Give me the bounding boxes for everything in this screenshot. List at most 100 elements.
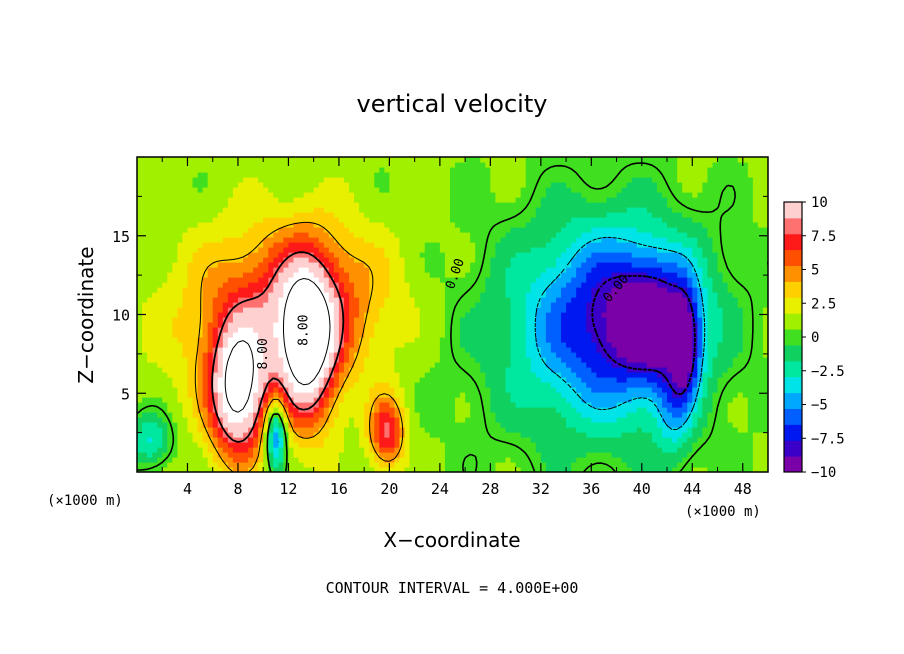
heat-cell <box>253 367 259 373</box>
heat-cell <box>682 372 688 378</box>
heat-cell <box>566 437 572 443</box>
heat-cell <box>283 397 290 403</box>
heat-cell <box>712 347 719 353</box>
heat-cell <box>646 417 653 423</box>
heat-cell <box>692 442 698 448</box>
heat-cell <box>248 272 254 278</box>
heat-cell <box>480 272 486 278</box>
heat-cell <box>293 372 300 378</box>
heat-cell <box>349 412 355 418</box>
heat-cell <box>555 397 562 403</box>
heat-cell <box>742 432 749 438</box>
heat-cell <box>318 332 325 338</box>
heat-cell <box>359 417 365 423</box>
heat-cell <box>651 447 658 453</box>
heat-cell <box>490 297 497 303</box>
heat-cell <box>586 282 592 288</box>
heat-cell <box>762 417 768 423</box>
heat-cell <box>510 382 517 388</box>
heat-cell <box>480 372 486 378</box>
heat-cell <box>379 357 385 363</box>
heat-cell <box>752 327 759 333</box>
heat-cell <box>687 292 693 298</box>
heat-cell <box>409 427 416 433</box>
heat-cell <box>419 342 426 348</box>
heat-cell <box>596 397 603 403</box>
heat-cell <box>505 407 512 413</box>
heat-cell <box>641 462 648 468</box>
heat-cell <box>581 287 587 293</box>
heat-cell <box>147 322 153 328</box>
heat-cell <box>323 282 330 288</box>
heat-cell <box>460 327 466 333</box>
heat-cell <box>687 352 693 358</box>
heat-cell <box>495 367 502 373</box>
heat-cell <box>152 422 158 428</box>
heat-cell <box>757 282 764 288</box>
heat-cell <box>349 417 355 423</box>
heat-cell <box>732 317 739 323</box>
heat-cell <box>762 297 768 303</box>
heat-cell <box>520 427 527 433</box>
heat-cell <box>268 352 274 358</box>
heat-cell <box>571 312 577 318</box>
heat-cell <box>586 437 592 443</box>
heat-cell <box>384 327 390 333</box>
heat-cell <box>545 297 552 303</box>
heat-cell <box>697 422 703 428</box>
heat-cell <box>232 312 239 318</box>
heat-cell <box>343 427 350 433</box>
heat-cell <box>328 332 335 338</box>
heat-cell <box>470 287 476 293</box>
heat-cell <box>505 312 512 318</box>
heat-cell <box>142 277 148 283</box>
heat-cell <box>399 327 406 333</box>
heat-cell <box>757 442 764 448</box>
heat-cell <box>283 292 290 298</box>
heat-cell <box>616 392 623 398</box>
heat-cell <box>369 457 375 463</box>
heat-cell <box>424 447 431 453</box>
heat-cell <box>641 312 648 318</box>
heat-cell <box>444 277 451 283</box>
heat-cell <box>465 277 471 283</box>
heat-cell <box>581 347 587 353</box>
heat-cell <box>147 272 153 278</box>
heat-cell <box>490 417 497 423</box>
heat-cell <box>338 367 345 373</box>
heat-cell <box>384 317 390 323</box>
heat-cell <box>586 327 592 333</box>
heat-cell <box>707 437 714 443</box>
heat-cell <box>601 372 608 378</box>
heat-cell <box>207 432 214 438</box>
heat-cell <box>581 312 587 318</box>
heat-cell <box>495 327 502 333</box>
heat-cell <box>712 277 719 283</box>
heat-cell <box>232 447 239 453</box>
heat-cell <box>752 367 759 373</box>
heat-cell <box>248 362 254 368</box>
heat-cell <box>611 357 618 363</box>
heat-cell <box>702 287 709 293</box>
heat-cell <box>687 332 693 338</box>
heat-cell <box>404 407 411 413</box>
heat-cell <box>303 282 310 288</box>
heat-cell <box>550 307 557 313</box>
heat-cell <box>364 457 370 463</box>
heat-cell <box>661 407 668 413</box>
heat-cell <box>581 442 587 448</box>
heat-cell <box>268 297 274 303</box>
heat-cell <box>732 437 739 443</box>
heat-cell <box>636 407 643 413</box>
heat-cell <box>434 332 441 338</box>
heat-cell <box>561 372 567 378</box>
heat-cell <box>308 457 315 463</box>
heat-cell <box>515 357 522 363</box>
heat-cell <box>207 412 214 418</box>
heat-cell <box>354 277 360 283</box>
heat-cell <box>303 337 310 343</box>
heat-cell <box>752 337 759 343</box>
heat-cell <box>354 307 360 313</box>
heat-cell <box>424 432 431 438</box>
heat-cell <box>253 302 259 308</box>
